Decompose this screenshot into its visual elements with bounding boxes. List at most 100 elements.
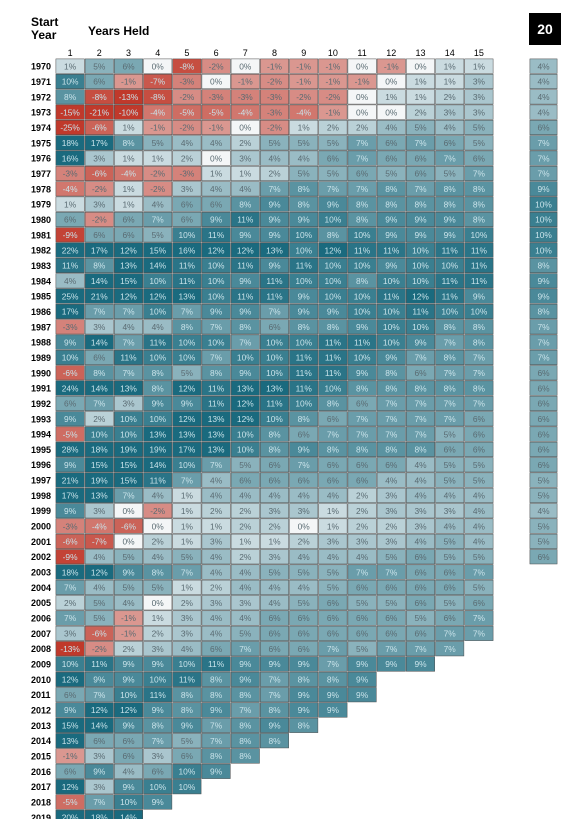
heatmap-cell-1974-11 <box>347 119 377 136</box>
heatmap-cell-1985-14 <box>435 288 465 304</box>
heatmap-cell-1970-8 <box>260 58 289 74</box>
heatmap-cell-1996-2 <box>84 457 114 473</box>
column-header-10: 10 <box>328 48 338 58</box>
heatmap-cell-2008-12-label: 7% <box>385 644 398 654</box>
twenty-year-cell-1994-label: 6% <box>537 429 550 439</box>
heatmap-cell-2019-3-label: 14% <box>120 813 137 819</box>
heatmap-cell-2000-13 <box>406 518 435 534</box>
heatmap-cell-1981-7 <box>230 227 260 243</box>
heatmap-cell-1997-10-label: 6% <box>327 475 340 485</box>
heatmap-cell-2006-9-label: 6% <box>298 613 311 623</box>
heatmap-cell-1991-3 <box>114 380 143 396</box>
start-year-label-2001: 2001 <box>31 537 51 547</box>
twenty-year-cell-2000 <box>529 518 558 534</box>
heatmap-cell-2009-5 <box>172 656 202 672</box>
heatmap-cell-2004-3 <box>114 579 143 595</box>
heatmap-cell-1988-12-label: 10% <box>383 337 400 347</box>
heatmap-cell-1971-13-label: 1% <box>414 77 427 87</box>
heatmap-cell-1970-1-label: 1% <box>64 61 77 71</box>
twenty-year-cell-1982 <box>529 242 558 258</box>
heatmap-cell-1997-9 <box>289 472 319 488</box>
twenty-year-cell-1970 <box>529 58 558 74</box>
heatmap-cell-1982-3-label: 12% <box>120 245 137 255</box>
heatmap-cell-2004-8 <box>260 579 289 595</box>
heatmap-cell-2008-2 <box>84 641 114 657</box>
twenty-year-cell-1991 <box>529 380 558 396</box>
heatmap-cell-1999-15-label: 4% <box>473 506 486 516</box>
heatmap-cell-2004-9 <box>289 579 319 595</box>
heatmap-cell-1979-10 <box>318 196 348 212</box>
heatmap-cell-2005-12 <box>376 595 406 611</box>
heatmap-cell-1976-14-label: 7% <box>444 153 457 163</box>
heatmap-cell-1973-9-label: -4% <box>296 107 311 117</box>
heatmap-cell-2010-11-label: 9% <box>356 675 369 685</box>
heatmap-cell-1988-6 <box>201 334 231 350</box>
heatmap-cell-2014-2 <box>84 733 114 749</box>
heatmap-cell-1982-15-label: 11% <box>471 245 488 255</box>
start-year-label-1988: 1988 <box>31 338 51 348</box>
heatmap-cell-1975-2-label: 17% <box>91 138 108 148</box>
heatmap-cell-1992-1-label: 6% <box>64 399 77 409</box>
heatmap-cell-1970-10 <box>318 58 348 74</box>
heatmap-cell-1973-4 <box>143 104 173 120</box>
heatmap-cell-1993-1 <box>55 411 85 427</box>
heatmap-cell-1991-13-label: 8% <box>414 383 427 393</box>
heatmap-cell-1974-5-label: -2% <box>179 123 194 133</box>
heatmap-cell-1976-4 <box>143 150 173 166</box>
heatmap-cell-1987-3-label: 4% <box>122 322 135 332</box>
column-header-3: 3 <box>126 48 131 58</box>
heatmap-cell-1978-14-label: 8% <box>444 184 457 194</box>
heatmap-cell-1983-7 <box>230 257 260 273</box>
heatmap-cell-1983-13 <box>406 257 435 273</box>
heatmap-cell-1977-9-label: 5% <box>298 169 311 179</box>
heatmap-cell-1996-12 <box>376 457 406 473</box>
heatmap-cell-2006-8-label: 6% <box>268 613 281 623</box>
twenty-year-cell-1976 <box>529 150 558 166</box>
heatmap-cell-1970-13 <box>406 58 435 74</box>
start-year-label-2018: 2018 <box>31 798 51 808</box>
heatmap-cell-1977-3-label: -4% <box>121 169 136 179</box>
heatmap-cell-2012-1-label: 9% <box>64 705 77 715</box>
heatmap-cell-1998-6 <box>201 487 231 503</box>
heatmap-cell-2009-10 <box>318 656 348 672</box>
heatmap-cell-1996-1 <box>55 457 85 473</box>
heatmap-cell-2009-9-label: 9% <box>298 659 311 669</box>
heatmap-cell-1978-6 <box>201 181 231 197</box>
heatmap-cell-1972-15-label: 3% <box>473 92 486 102</box>
heatmap-cell-1996-6 <box>201 457 231 473</box>
heatmap-cell-2003-10 <box>318 564 348 580</box>
heatmap-cell-2012-4 <box>143 702 173 718</box>
heatmap-cell-2006-5 <box>172 610 202 626</box>
heatmap-cell-2002-9 <box>289 549 319 565</box>
heatmap-cell-1975-6 <box>201 135 231 151</box>
heatmap-cell-1991-6 <box>201 380 231 396</box>
heatmap-cell-1990-14 <box>435 365 465 381</box>
heatmap-cell-1997-6 <box>201 472 231 488</box>
heatmap-cell-1994-11-label: 7% <box>356 429 369 439</box>
heatmap-cell-1970-12-label: -1% <box>384 61 399 71</box>
heatmap-cell-1987-15 <box>464 319 494 335</box>
heatmap-cell-1995-1-label: 28% <box>62 445 79 455</box>
heatmap-cell-2011-7 <box>230 687 260 703</box>
heatmap-cell-1997-11-label: 6% <box>356 475 369 485</box>
heatmap-cell-1980-1-label: 6% <box>64 215 77 225</box>
heatmap-cell-1976-11-label: 7% <box>356 153 369 163</box>
heatmap-cell-2008-1-label: -13% <box>60 644 80 654</box>
heatmap-cell-2009-13 <box>406 656 435 672</box>
heatmap-cell-1990-10 <box>318 365 348 381</box>
heatmap-cell-1989-5-label: 10% <box>179 353 196 363</box>
start-year-label-1995: 1995 <box>31 445 51 455</box>
heatmap-cell-1980-12 <box>376 211 406 227</box>
heatmap-cell-1987-1-label: -3% <box>63 322 78 332</box>
heatmap-cell-1992-1 <box>55 395 85 411</box>
twenty-year-cell-1982-label: 10% <box>535 245 552 255</box>
heatmap-cell-1984-5 <box>172 273 202 289</box>
heatmap-cell-1995-7 <box>230 441 260 457</box>
heatmap-cell-2000-4 <box>143 518 173 534</box>
heatmap-cell-1984-7 <box>230 273 260 289</box>
heatmap-cell-2001-4-label: 2% <box>152 537 165 547</box>
heatmap-cell-2001-5-label: 1% <box>181 537 194 547</box>
heatmap-cell-1993-7 <box>230 411 260 427</box>
heatmap-cell-1992-8-label: 11% <box>266 399 283 409</box>
heatmap-cell-1977-13-label: 6% <box>414 169 427 179</box>
